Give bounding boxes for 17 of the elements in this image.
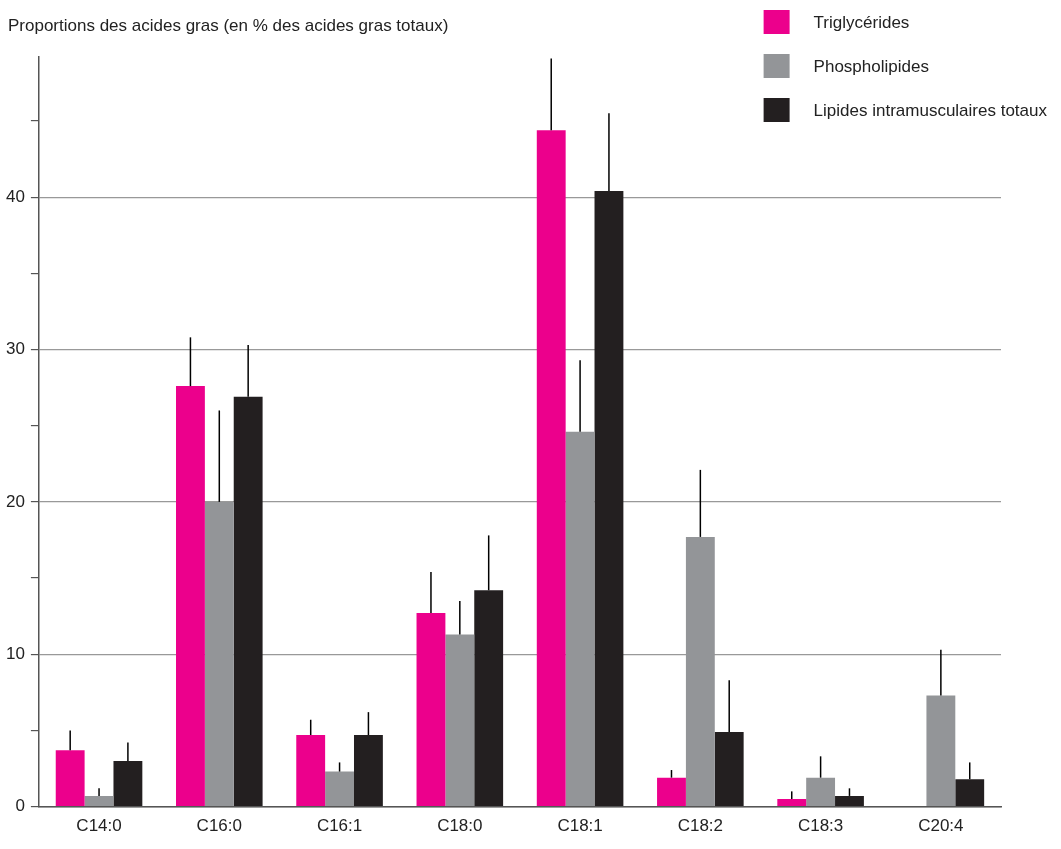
y-axis-title: Proportions des acides gras (en % des acides gras totaux) <box>8 15 449 35</box>
x-tick-label: C14:0 <box>76 816 122 836</box>
legend-label: Lipides intramusculaires totaux <box>813 100 1048 120</box>
y-tick-label: 10 <box>5 643 25 663</box>
x-tick-label: C20:4 <box>918 816 964 836</box>
x-tick-label: C16:1 <box>316 816 363 836</box>
y-tick-label: 20 <box>5 491 25 511</box>
x-tick-label: C18:0 <box>437 816 483 836</box>
y-tick-label: 40 <box>5 186 25 206</box>
x-tick-label: C18:2 <box>677 816 724 836</box>
y-tick-label: 30 <box>5 339 25 359</box>
legend-label: Triglycérides <box>813 12 910 32</box>
x-tick-label: C18:3 <box>797 816 844 836</box>
legend-label: Phospholipides <box>813 56 929 76</box>
x-tick-label: C16:0 <box>196 816 242 836</box>
y-tick-label: 0 <box>15 796 25 816</box>
x-tick-label: C18:1 <box>557 816 603 836</box>
